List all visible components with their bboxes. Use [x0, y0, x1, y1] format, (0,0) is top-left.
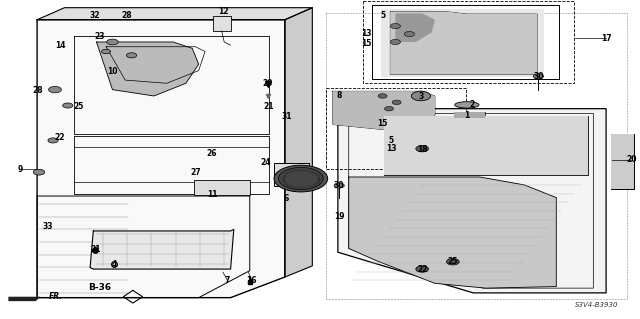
Text: FR.: FR. [49, 292, 63, 301]
Polygon shape [454, 113, 484, 118]
Text: 28: 28 [33, 86, 43, 95]
FancyBboxPatch shape [612, 136, 632, 187]
Text: 5: 5 [389, 136, 394, 145]
Circle shape [33, 169, 45, 175]
Circle shape [416, 145, 429, 152]
Polygon shape [8, 292, 40, 301]
Text: 23: 23 [95, 32, 105, 41]
Text: 21: 21 [264, 102, 274, 111]
Circle shape [63, 103, 73, 108]
Text: 4: 4 [112, 260, 117, 269]
Circle shape [274, 165, 328, 192]
Polygon shape [37, 8, 312, 20]
Circle shape [416, 266, 429, 272]
Text: 21: 21 [90, 245, 100, 254]
Text: 1: 1 [464, 111, 470, 120]
Text: 22: 22 [54, 133, 65, 142]
Polygon shape [390, 12, 537, 74]
Text: 15: 15 [361, 39, 371, 48]
Polygon shape [97, 42, 198, 96]
Text: 17: 17 [601, 34, 611, 43]
Text: 20: 20 [627, 155, 637, 164]
Text: 33: 33 [42, 222, 52, 231]
FancyBboxPatch shape [193, 180, 250, 195]
FancyBboxPatch shape [212, 16, 230, 31]
Circle shape [390, 24, 401, 29]
Polygon shape [396, 13, 435, 42]
Text: S3V4-B3930: S3V4-B3930 [575, 302, 619, 308]
Polygon shape [384, 116, 588, 175]
Circle shape [447, 259, 460, 265]
Circle shape [107, 39, 118, 45]
Text: 12: 12 [218, 7, 228, 16]
Text: 2: 2 [469, 100, 475, 109]
Polygon shape [90, 229, 234, 269]
Circle shape [48, 138, 58, 143]
Circle shape [102, 49, 111, 54]
Text: 22: 22 [417, 264, 428, 274]
Text: 29: 29 [262, 79, 273, 88]
Polygon shape [381, 9, 543, 77]
Text: 32: 32 [90, 11, 100, 20]
Text: 14: 14 [55, 41, 65, 50]
Text: 11: 11 [207, 190, 218, 199]
Text: 25: 25 [74, 102, 84, 111]
Circle shape [385, 107, 394, 111]
Polygon shape [333, 91, 435, 131]
Circle shape [278, 167, 323, 190]
Circle shape [412, 91, 431, 101]
Text: 26: 26 [206, 149, 217, 158]
Polygon shape [285, 8, 312, 277]
Text: 30: 30 [533, 72, 543, 81]
Text: 13: 13 [387, 144, 397, 153]
Circle shape [127, 53, 137, 58]
Text: 8: 8 [337, 92, 342, 100]
Text: 24: 24 [260, 158, 271, 167]
Text: B-36: B-36 [88, 283, 111, 292]
Circle shape [533, 74, 543, 79]
Text: 19: 19 [334, 212, 344, 221]
Circle shape [390, 40, 401, 45]
Circle shape [392, 100, 401, 105]
Text: 27: 27 [190, 168, 201, 177]
Text: 31: 31 [282, 112, 292, 121]
Text: 10: 10 [108, 67, 118, 76]
Text: 5: 5 [380, 11, 385, 20]
Polygon shape [349, 177, 556, 288]
Ellipse shape [455, 102, 479, 108]
Polygon shape [611, 134, 634, 189]
Text: 30: 30 [334, 181, 344, 190]
Circle shape [334, 183, 344, 188]
Circle shape [378, 94, 387, 98]
Text: 9: 9 [17, 165, 22, 174]
Polygon shape [37, 20, 285, 298]
FancyBboxPatch shape [274, 163, 309, 186]
Text: 7: 7 [225, 276, 230, 285]
Text: 18: 18 [417, 145, 428, 154]
Circle shape [49, 86, 61, 93]
Text: 25: 25 [447, 257, 458, 266]
Text: 6: 6 [284, 194, 289, 203]
Text: 13: 13 [361, 29, 371, 38]
Text: 15: 15 [378, 119, 388, 129]
Text: 16: 16 [246, 276, 257, 285]
Polygon shape [338, 109, 606, 293]
Text: 3: 3 [419, 92, 424, 101]
Text: 28: 28 [121, 11, 132, 20]
Circle shape [404, 32, 415, 37]
